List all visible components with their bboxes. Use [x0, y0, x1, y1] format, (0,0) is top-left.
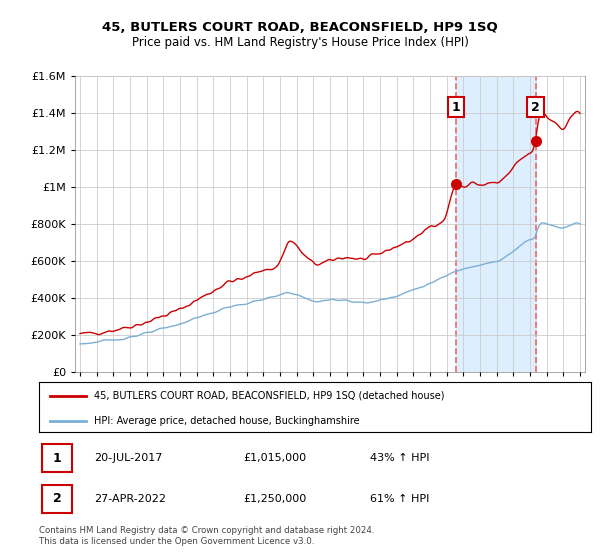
FancyBboxPatch shape — [42, 486, 72, 512]
Text: 45, BUTLERS COURT ROAD, BEACONSFIELD, HP9 1SQ (detached house): 45, BUTLERS COURT ROAD, BEACONSFIELD, HP… — [94, 390, 445, 400]
Bar — [456, 76, 536, 372]
Text: 43% ↑ HPI: 43% ↑ HPI — [370, 453, 430, 463]
Text: 1: 1 — [451, 101, 460, 114]
Text: 27-APR-2022: 27-APR-2022 — [94, 494, 166, 504]
Text: Price paid vs. HM Land Registry's House Price Index (HPI): Price paid vs. HM Land Registry's House … — [131, 36, 469, 49]
FancyBboxPatch shape — [42, 445, 72, 472]
Text: Contains HM Land Registry data © Crown copyright and database right 2024.
This d: Contains HM Land Registry data © Crown c… — [39, 526, 374, 546]
Text: HPI: Average price, detached house, Buckinghamshire: HPI: Average price, detached house, Buck… — [94, 416, 360, 426]
Text: 2: 2 — [531, 101, 540, 114]
Text: 45, BUTLERS COURT ROAD, BEACONSFIELD, HP9 1SQ: 45, BUTLERS COURT ROAD, BEACONSFIELD, HP… — [102, 21, 498, 34]
Text: 20-JUL-2017: 20-JUL-2017 — [94, 453, 163, 463]
Text: £1,250,000: £1,250,000 — [243, 494, 307, 504]
Text: £1,015,000: £1,015,000 — [243, 453, 307, 463]
Text: 61% ↑ HPI: 61% ↑ HPI — [370, 494, 430, 504]
Text: 1: 1 — [53, 451, 62, 465]
Text: 2: 2 — [53, 492, 62, 506]
